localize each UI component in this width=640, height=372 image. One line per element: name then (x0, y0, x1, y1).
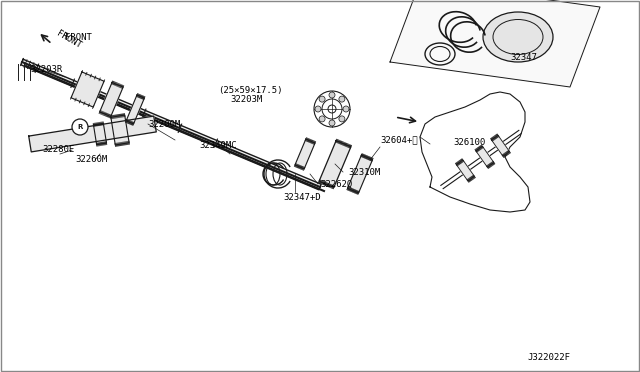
Text: 32604+Ⅱ: 32604+Ⅱ (380, 135, 418, 144)
Text: 32200M: 32200M (148, 120, 180, 129)
Circle shape (72, 119, 88, 135)
Text: 32280E: 32280E (42, 145, 74, 154)
Polygon shape (21, 59, 321, 190)
Circle shape (315, 106, 321, 112)
Text: 32347: 32347 (510, 53, 537, 62)
Polygon shape (319, 141, 351, 187)
Polygon shape (295, 139, 315, 169)
Text: 32349MC: 32349MC (199, 141, 237, 150)
Text: 32310M: 32310M (348, 168, 380, 177)
Polygon shape (456, 160, 474, 181)
Circle shape (329, 92, 335, 98)
Circle shape (343, 106, 349, 112)
Circle shape (329, 120, 335, 126)
Polygon shape (71, 72, 104, 107)
Polygon shape (348, 155, 372, 193)
Circle shape (314, 91, 350, 127)
Polygon shape (390, 0, 600, 87)
Text: FRONT: FRONT (55, 29, 83, 50)
Circle shape (339, 96, 345, 102)
Text: J322022F: J322022F (527, 353, 570, 362)
Polygon shape (93, 124, 106, 145)
Polygon shape (126, 95, 145, 124)
Text: (25×59×17.5): (25×59×17.5) (218, 86, 282, 95)
Text: 326100: 326100 (453, 138, 485, 147)
Ellipse shape (483, 12, 553, 62)
Polygon shape (100, 83, 123, 116)
Text: R: R (77, 124, 83, 130)
Polygon shape (492, 135, 509, 156)
Text: 32203R: 32203R (30, 65, 62, 74)
Circle shape (339, 116, 345, 122)
Circle shape (319, 96, 325, 102)
Polygon shape (111, 115, 129, 145)
Polygon shape (476, 146, 494, 167)
Polygon shape (29, 116, 156, 152)
Text: FRONT: FRONT (65, 33, 92, 42)
Text: 32260M: 32260M (75, 155, 108, 164)
Circle shape (319, 116, 325, 122)
Text: 32262Q: 32262Q (320, 180, 352, 189)
Text: 32347+D: 32347+D (283, 193, 321, 202)
Text: 32203M: 32203M (230, 95, 262, 104)
